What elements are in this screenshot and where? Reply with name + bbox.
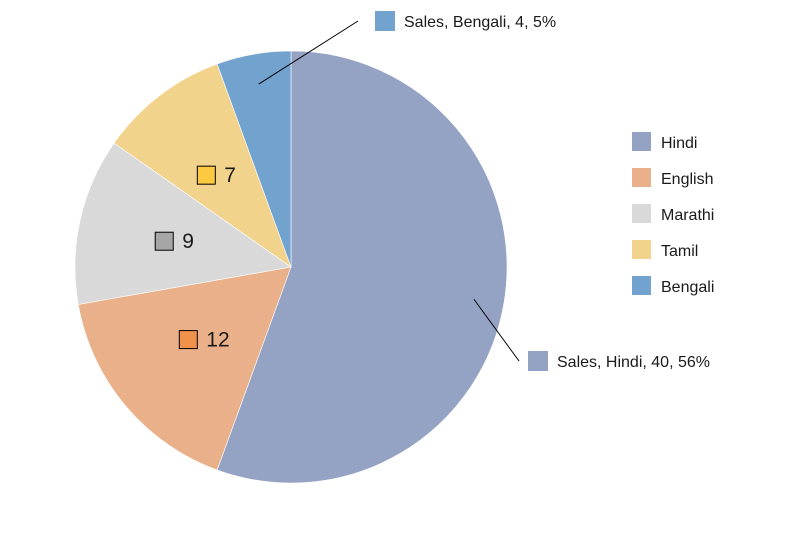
pie-slice-marathi [74, 142, 292, 305]
data-label-bengali: Sales, Bengali, 4, 5% [404, 14, 556, 31]
legend-swatch-marathi [632, 204, 651, 223]
legend-swatch-english [632, 168, 651, 187]
data-label-marathi: 9 [182, 230, 194, 253]
legend-swatch-tamil [632, 240, 651, 259]
data-label-tamil: 7 [224, 164, 236, 187]
legend-label-hindi: Hindi [661, 135, 697, 152]
data-label-hindi: Sales, Hindi, 40, 56% [557, 354, 710, 371]
legend-label-english: English [661, 171, 713, 188]
pie-slice-hindi [216, 50, 508, 484]
legend-label-tamil: Tamil [661, 243, 698, 260]
data-label-key-hindi [528, 351, 548, 371]
pie-slice-bengali [216, 50, 292, 268]
data-label-key-marathi [154, 231, 174, 251]
pie-slice-english [77, 266, 292, 471]
legend: Hindi English Marathi Tamil Bengali [632, 132, 714, 296]
pie-slice-tamil [113, 63, 292, 268]
leader-line-hindi [473, 298, 520, 362]
pie-slices [74, 50, 508, 484]
legend-label-marathi: Marathi [661, 207, 714, 224]
legend-swatch-bengali [632, 276, 651, 295]
data-label-key-tamil [196, 165, 216, 185]
data-labels: Sales, Hindi, 40, 56% 12 9 7 Sales, Bengali,… [154, 11, 710, 371]
data-label-english: 12 [206, 329, 229, 352]
leader-lines [258, 20, 520, 362]
leader-line-bengali [258, 20, 359, 85]
legend-label-bengali: Bengali [661, 279, 714, 296]
legend-swatch-hindi [632, 132, 651, 151]
data-label-key-bengali [375, 11, 395, 31]
data-label-key-english [178, 330, 198, 350]
